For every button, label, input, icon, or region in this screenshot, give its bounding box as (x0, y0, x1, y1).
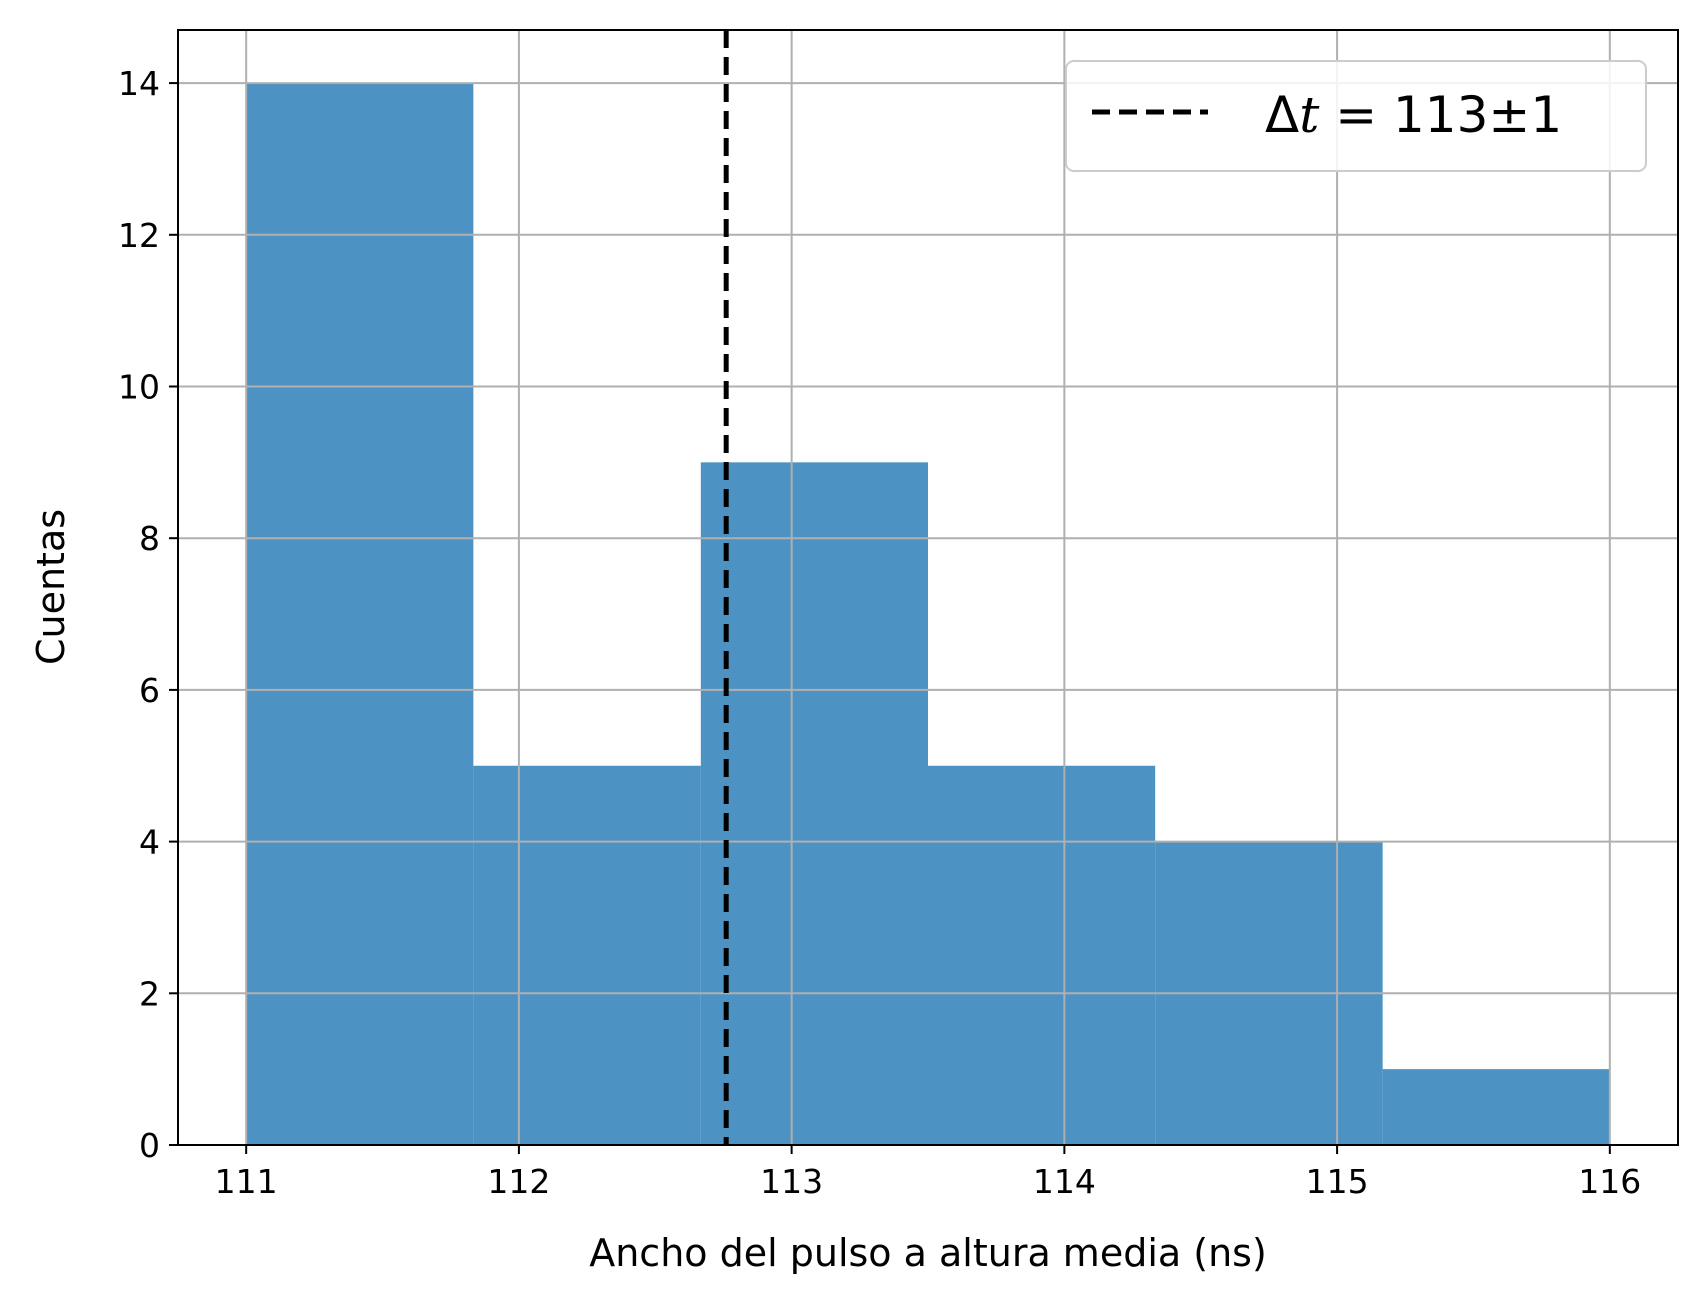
legend-label: Δt = 113±1 (1265, 86, 1562, 144)
y-axis-ticks: 0 2 4 6 8 10 12 14 (118, 64, 178, 1165)
x-axis-ticks: 111 112 113 114 115 116 (215, 1145, 1641, 1201)
x-tick-label: 116 (1578, 1162, 1641, 1201)
y-tick-label: 12 (118, 216, 160, 255)
x-tick-label: 112 (487, 1162, 550, 1201)
axes-frame (177, 29, 1679, 1146)
histogram-bar (700, 462, 928, 1145)
y-tick-label: 8 (139, 519, 160, 558)
y-tick-label: 6 (139, 671, 160, 710)
x-tick-label: 114 (1033, 1162, 1096, 1201)
y-tick-label: 4 (139, 823, 160, 862)
legend-label-value: = 113±1 (1319, 86, 1562, 144)
y-tick-label: 10 (118, 367, 160, 406)
histogram-bar (246, 83, 474, 1146)
histogram-bars (246, 83, 1610, 1146)
x-tick-label: 113 (760, 1162, 823, 1201)
histogram-bar (928, 765, 1156, 1145)
y-tick-label: 2 (139, 974, 160, 1013)
x-axis-title: Ancho del pulso a altura media (ns) (589, 1231, 1267, 1275)
legend-label-symbol: t (1299, 86, 1320, 144)
y-axis-title: Cuentas (29, 509, 73, 665)
y-tick-label: 0 (139, 1126, 160, 1165)
y-tick-label: 14 (118, 64, 160, 103)
legend-label-delta: Δ (1265, 86, 1299, 144)
histogram-bar (1382, 1069, 1610, 1145)
legend-box (1065, 60, 1647, 172)
x-tick-label: 111 (215, 1162, 278, 1201)
histogram-bar (473, 765, 701, 1145)
x-tick-label: 115 (1306, 1162, 1369, 1201)
legend: Δt = 113±1 (1065, 60, 1647, 172)
